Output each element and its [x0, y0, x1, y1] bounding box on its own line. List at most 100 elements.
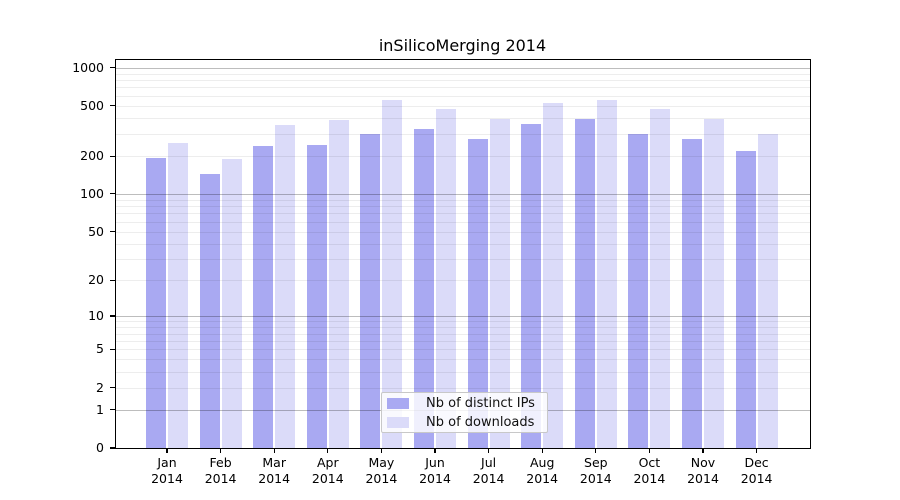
x-tick-year-apr: 2014	[311, 471, 344, 486]
y-tick-100	[110, 193, 116, 195]
x-tick-nov	[702, 448, 704, 453]
gridline-minor-50	[116, 231, 810, 233]
gridline-minor-4	[116, 359, 810, 361]
x-tick-may	[380, 448, 382, 453]
x-tick-year-aug: 2014	[526, 471, 559, 486]
gridline-minor-7	[116, 333, 810, 335]
gridline-minor-6	[116, 340, 810, 342]
x-tick-label-sep: Sep 2014	[568, 455, 624, 487]
y-tick-label-1000: 1000	[72, 59, 104, 75]
y-tick-label-10: 10	[88, 308, 104, 323]
gridline-minor-20	[116, 280, 810, 282]
y-tick-label-500: 500	[80, 97, 104, 113]
x-tick-year-sep: 2014	[579, 471, 612, 486]
y-tick-label-5: 5	[96, 341, 104, 357]
y-tick-label-0: 0	[96, 440, 104, 455]
bar-distinct-ips-dec	[735, 151, 756, 448]
y-tick-label-200: 200	[80, 148, 104, 164]
bar-downloads-oct	[650, 108, 671, 448]
x-tick-jan	[166, 448, 168, 453]
bar-downloads-apr	[328, 120, 349, 448]
x-tick-label-mar: Mar 2014	[246, 455, 302, 487]
gridline-minor-70	[116, 213, 810, 215]
y-tick-10	[110, 315, 116, 317]
gridline-minor-300	[116, 133, 810, 135]
x-tick-month-mar: Mar	[262, 455, 286, 470]
bar-downloads-aug	[543, 102, 564, 448]
x-tick-aug	[541, 448, 543, 453]
y-tick-50	[110, 231, 116, 233]
bar-downloads-may	[382, 99, 403, 448]
plot-area: 0 1 2 5 10 20 50 100 200 500 1000 Jan 2014 Feb 2014 Mar…	[72, 59, 811, 486]
gridline-minor-2	[116, 387, 810, 389]
gridline-minor-200	[116, 156, 810, 158]
bar-downloads-dec	[757, 133, 778, 448]
x-tick-dec	[756, 448, 758, 453]
gridline-major-1000	[116, 67, 810, 69]
gridline-major-100	[116, 193, 810, 195]
gridline-minor-600	[116, 95, 810, 97]
bar-distinct-ips-jan	[146, 157, 166, 448]
bar-downloads-nov	[704, 118, 724, 448]
bar-downloads-jan	[168, 142, 188, 448]
bar-distinct-ips-oct	[628, 133, 649, 448]
bar-distinct-ips-feb	[199, 173, 220, 448]
bar-downloads-mar	[275, 125, 296, 448]
x-tick-month-jun: Jun	[425, 455, 445, 470]
x-tick-month-feb: Feb	[209, 455, 232, 470]
bar-downloads-jul	[489, 119, 510, 448]
gridline-minor-90	[116, 199, 810, 201]
gridline-major-10	[116, 316, 810, 317]
x-tick-oct	[648, 448, 650, 453]
chart-title: inSilicoMerging 2014	[378, 36, 547, 55]
x-tick-month-dec: Dec	[744, 455, 769, 470]
y-tick-label-100: 100	[80, 185, 104, 201]
y-tick-500	[110, 105, 116, 107]
y-tick-2	[110, 386, 116, 389]
bar-downloads-sep	[596, 100, 617, 448]
gridline-minor-3	[116, 371, 810, 373]
bar-downloads-feb	[221, 158, 242, 448]
x-tick-label-nov: Nov 2014	[675, 455, 731, 487]
x-tick-label-jul: Jul 2014	[461, 455, 517, 487]
x-tick-year-feb: 2014	[204, 471, 237, 486]
x-tick-feb	[220, 448, 222, 453]
x-tick-month-nov: Nov	[690, 455, 716, 470]
y-tick-1	[110, 409, 116, 411]
y-tick-label-2: 2	[96, 379, 104, 395]
x-tick-label-may: May 2014	[353, 455, 409, 487]
x-tick-month-jan: Jan	[157, 455, 177, 470]
y-tick-20	[110, 279, 116, 281]
bar-distinct-ips-may	[360, 134, 381, 448]
bar-distinct-ips-apr	[306, 145, 327, 448]
gridline-minor-500	[116, 105, 810, 107]
legend-swatch-downloads	[387, 416, 409, 428]
x-tick-year-dec: 2014	[740, 471, 773, 486]
x-tick-month-oct: Oct	[638, 455, 661, 470]
gridline-minor-40	[116, 243, 810, 245]
legend-item-distinct-ips: Nb of distinct IPs	[382, 395, 547, 412]
legend-swatch-distinct-ips	[387, 397, 409, 409]
gridline-minor-60	[116, 221, 810, 223]
bar-distinct-ips-sep	[574, 118, 595, 448]
legend-label-distinct-ips: Nb of distinct IPs	[426, 395, 535, 411]
x-tick-month-aug: Aug	[529, 455, 555, 470]
gridline-minor-5	[116, 349, 810, 351]
x-tick-label-aug: Aug 2014	[514, 455, 570, 487]
gridline-minor-900	[116, 73, 810, 75]
x-tick-year-mar: 2014	[258, 471, 291, 486]
x-tick-month-apr: Apr	[316, 455, 339, 470]
y-tick-1000	[110, 67, 116, 69]
x-tick-year-may: 2014	[365, 471, 398, 486]
x-tick-mar	[273, 448, 275, 453]
bar-distinct-ips-mar	[253, 146, 274, 448]
gridline-minor-30	[116, 259, 810, 260]
gridline-minor-8	[116, 327, 810, 328]
x-tick-year-jun: 2014	[419, 471, 451, 486]
x-tick-apr	[327, 448, 329, 453]
bar-downloads-jun	[436, 109, 456, 448]
y-tick-label-50: 50	[88, 223, 104, 239]
y-tick-5	[110, 348, 116, 350]
x-tick-year-jul: 2014	[472, 471, 505, 486]
